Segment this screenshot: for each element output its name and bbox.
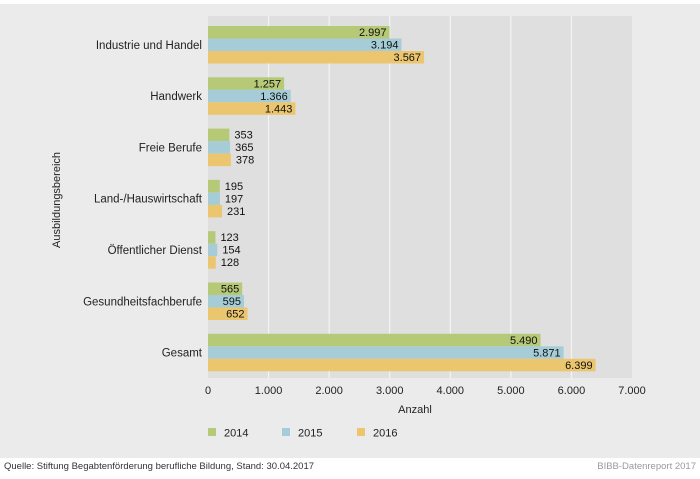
bar-2016 (208, 256, 216, 269)
category-label: Öffentlicher Dienst (108, 245, 203, 257)
bar-2015 (208, 89, 291, 103)
legend-label: 2016 (373, 428, 397, 440)
x-tick-label: 4.000 (437, 385, 465, 397)
brand-label: BIBB-Datenreport 2017 (597, 461, 696, 472)
bar-2016 (208, 204, 222, 218)
data-label: 365 (235, 142, 253, 154)
bar-2015 (208, 243, 218, 257)
bar-2015 (208, 38, 402, 51)
data-label: 3.567 (394, 52, 422, 64)
data-label: 5.871 (533, 347, 561, 359)
data-label: 353 (234, 130, 252, 142)
category-labels: Industrie und Handel Handwerk Freie Berufe… (83, 40, 203, 360)
legend-item-2014: 2014 (208, 428, 248, 440)
data-label: 128 (221, 257, 239, 269)
bar-2015 (208, 192, 220, 205)
chart-frame: 2.997 3.194 3.567 1.257 1.366 1.443 353 365 378 1… (0, 4, 700, 458)
bar-2016 (208, 102, 296, 115)
x-tick-label: 5.000 (497, 385, 525, 397)
y-axis-title: Ausbildungsbereich (51, 152, 63, 248)
data-label: 231 (227, 206, 245, 218)
x-tick-label: 3.000 (376, 385, 404, 397)
bar-2014 (208, 333, 541, 347)
data-label: 378 (236, 155, 254, 167)
bar-2014 (208, 26, 390, 39)
x-tick-label: 2.000 (315, 385, 343, 397)
bar-2014 (208, 77, 285, 90)
bar-2016 (208, 358, 596, 372)
bar-2014 (208, 128, 230, 142)
data-label: 2.997 (359, 27, 387, 39)
category-label: Gesamt (162, 348, 203, 360)
x-tick-label: 7.000 (618, 385, 646, 397)
x-tick-label: 6.000 (558, 385, 586, 397)
data-label: 6.399 (565, 360, 593, 372)
legend-swatch (282, 428, 290, 436)
legend-item-2016: 2016 (357, 428, 397, 440)
plot-background (208, 16, 632, 378)
source-note: Quelle: Stiftung Begabtenförderung beruf… (4, 461, 315, 472)
category-label: Land-/Hauswirtschaft (94, 194, 203, 206)
data-label: 197 (225, 193, 243, 205)
bar-2014 (208, 231, 216, 244)
legend-label: 2014 (224, 428, 248, 440)
bar-2015 (208, 295, 245, 308)
x-tick-label: 1.000 (255, 385, 283, 397)
data-label: 595 (223, 296, 241, 308)
x-axis-title: Anzahl (398, 404, 432, 416)
data-label: 195 (225, 181, 243, 193)
bar-2015 (208, 346, 564, 359)
bar-2016 (208, 307, 248, 320)
x-tick-label: 0 (205, 385, 211, 397)
legend-label: 2015 (298, 428, 322, 440)
x-tick-labels: 0 1.000 2.000 3.000 4.000 5.000 6.000 7.000 (205, 385, 646, 397)
data-label: 123 (220, 232, 238, 244)
data-label: 5.490 (510, 335, 538, 347)
bar-2014 (208, 179, 220, 193)
legend-item-2015: 2015 (282, 428, 322, 440)
legend-swatch (208, 428, 216, 436)
data-label: 565 (221, 284, 239, 296)
data-label: 652 (226, 309, 244, 321)
category-label: Gesundheitsfachberufe (83, 296, 202, 308)
data-label: 154 (222, 245, 240, 257)
category-label: Handwerk (150, 91, 202, 103)
data-label: 1.366 (260, 91, 288, 103)
bar-2016 (208, 51, 425, 64)
data-label: 1.257 (254, 78, 282, 90)
legend-swatch (357, 428, 365, 436)
category-label: Freie Berufe (139, 142, 202, 154)
category-label: Industrie und Handel (96, 40, 202, 52)
bar-2016 (208, 153, 231, 167)
bar-2015 (208, 141, 231, 154)
gridlines (267, 16, 573, 378)
bar-2014 (208, 282, 243, 295)
legend: 2014 2015 2016 (208, 428, 397, 440)
data-label: 3.194 (371, 40, 399, 52)
data-label: 1.443 (265, 103, 293, 115)
